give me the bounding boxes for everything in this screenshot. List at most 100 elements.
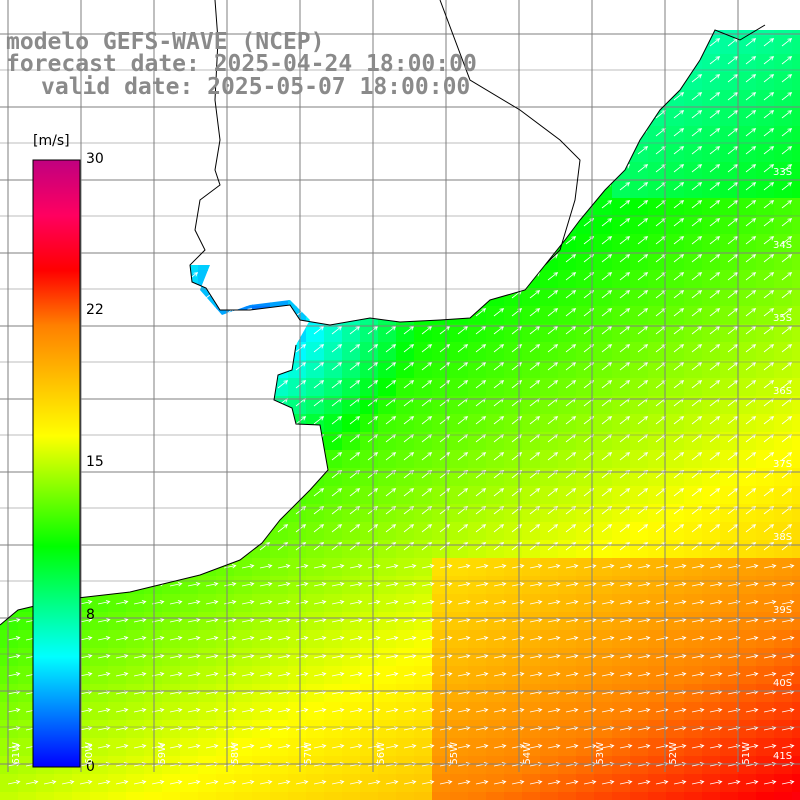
- wind-cell: [288, 144, 307, 163]
- wind-cell: [126, 270, 145, 289]
- wind-arrow: [115, 653, 129, 659]
- wind-arrow: [7, 707, 21, 713]
- wind-arrow: [637, 452, 649, 461]
- wind-arrow: [781, 56, 793, 65]
- wind-cell: [630, 36, 649, 55]
- wind-cell: [252, 450, 271, 469]
- wind-arrow: [241, 128, 253, 137]
- wind-arrow: [601, 362, 613, 371]
- wind-arrow: [475, 488, 487, 497]
- wind-arrow: [475, 272, 487, 281]
- wind-arrow: [313, 362, 325, 371]
- wind-arrow: [709, 254, 721, 263]
- wind-cell: [252, 270, 271, 289]
- wind-arrow: [223, 344, 235, 353]
- wind-arrow: [277, 452, 289, 461]
- wind-cell: [288, 450, 307, 469]
- wind-arrow: [493, 110, 505, 119]
- wind-arrow: [295, 380, 307, 389]
- wind-arrow: [98, 3, 107, 10]
- wind-arrow: [331, 617, 345, 623]
- wind-arrow: [457, 200, 469, 209]
- wind-arrow: [763, 380, 775, 389]
- wind-arrow: [403, 326, 415, 335]
- wind-cell: [504, 72, 523, 91]
- wind-arrow: [493, 362, 505, 371]
- wind-arrow: [475, 218, 487, 227]
- wind-cell: [792, 792, 800, 800]
- wind-arrow: [494, 21, 503, 28]
- wind-cell: [90, 792, 109, 800]
- wind-cell: [630, 108, 649, 127]
- wind-arrow: [439, 326, 451, 335]
- wind-cell: [90, 342, 109, 361]
- wind-arrow: [151, 236, 163, 245]
- wind-arrow: [313, 128, 325, 137]
- wind-cell: [396, 180, 415, 199]
- wind-cell: [162, 162, 181, 181]
- wind-cell: [486, 36, 505, 55]
- wind-cell: [774, 0, 793, 19]
- wind-arrow: [691, 653, 705, 659]
- wind-cell: [684, 0, 703, 19]
- wind-arrow: [529, 164, 541, 173]
- wind-arrow: [547, 200, 559, 209]
- wind-cell: [126, 792, 145, 800]
- wind-arrow: [691, 290, 703, 299]
- wind-arrow: [709, 362, 721, 371]
- wind-arrow: [169, 563, 183, 569]
- wind-arrow: [205, 362, 217, 371]
- wind-cell: [270, 468, 289, 487]
- wind-arrow: [565, 617, 579, 623]
- wind-arrow: [259, 254, 271, 263]
- wind-cell: [594, 792, 613, 800]
- wind-arrow: [313, 218, 325, 227]
- wind-arrow: [295, 707, 309, 713]
- wind-cell: [180, 306, 199, 325]
- wind-arrow: [457, 599, 471, 605]
- wind-arrow: [493, 524, 505, 533]
- wind-arrow: [475, 653, 489, 659]
- wind-arrow: [764, 3, 773, 10]
- wind-arrow: [727, 524, 739, 533]
- wind-arrow: [7, 110, 19, 119]
- wind-arrow: [223, 218, 235, 227]
- wind-arrow: [205, 164, 217, 173]
- wind-cell: [792, 234, 800, 253]
- wind-cell: [270, 288, 289, 307]
- wind-cell: [108, 342, 127, 361]
- wind-arrow: [727, 200, 739, 209]
- wind-cell: [522, 72, 541, 91]
- wind-arrow: [7, 398, 19, 407]
- wind-arrow: [601, 200, 613, 209]
- wind-arrow: [259, 380, 271, 389]
- wind-cell: [234, 486, 253, 505]
- wind-arrow: [151, 380, 163, 389]
- wind-arrow: [385, 182, 397, 191]
- wind-arrow: [673, 74, 685, 83]
- wind-arrow: [385, 635, 399, 641]
- wind-arrow: [25, 779, 39, 785]
- wind-cell: [0, 216, 19, 235]
- wind-cell: [90, 234, 109, 253]
- wind-arrow: [745, 110, 757, 119]
- wind-cell: [0, 504, 19, 523]
- wind-arrow: [493, 653, 507, 659]
- wind-arrow: [439, 146, 451, 155]
- wind-arrow: [781, 653, 795, 659]
- wind-arrow: [133, 671, 147, 677]
- wind-arrow: [475, 743, 489, 749]
- wind-cell: [198, 414, 217, 433]
- wind-arrow: [727, 290, 739, 299]
- wind-arrow: [169, 290, 181, 299]
- wind-arrow: [241, 707, 255, 713]
- wind-arrow: [457, 707, 471, 713]
- wind-arrow: [223, 416, 235, 425]
- wind-cell: [0, 126, 19, 145]
- wind-arrow: [133, 542, 145, 551]
- wind-arrow: [691, 743, 705, 749]
- wind-cell: [792, 180, 800, 199]
- wind-cell: [288, 180, 307, 199]
- wind-arrow: [619, 563, 633, 569]
- wind-arrow: [241, 218, 253, 227]
